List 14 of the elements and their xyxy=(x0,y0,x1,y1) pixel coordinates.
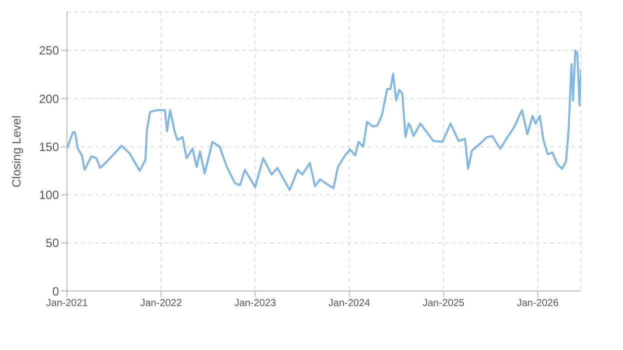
y-tick-label: 250 xyxy=(38,44,60,58)
y-tick-label: 200 xyxy=(38,92,60,106)
y-tick-label: 150 xyxy=(38,140,60,154)
y-tick-label: 50 xyxy=(46,236,60,250)
x-tick-label: Jan-2026 xyxy=(516,298,559,310)
x-tick-label: Jan-2022 xyxy=(140,298,182,310)
x-tick-label: Jan-2024 xyxy=(328,298,371,310)
x-tick-label: Jan-2025 xyxy=(422,298,465,310)
y-tick-label: 0 xyxy=(52,284,60,298)
line-series xyxy=(67,49,581,191)
x-tick-label: Jan-2023 xyxy=(234,298,276,310)
x-tick-label: Jan-2021 xyxy=(46,298,88,310)
y-tick-label: 100 xyxy=(38,188,60,202)
y-axis-title: Closing Level xyxy=(9,115,24,188)
